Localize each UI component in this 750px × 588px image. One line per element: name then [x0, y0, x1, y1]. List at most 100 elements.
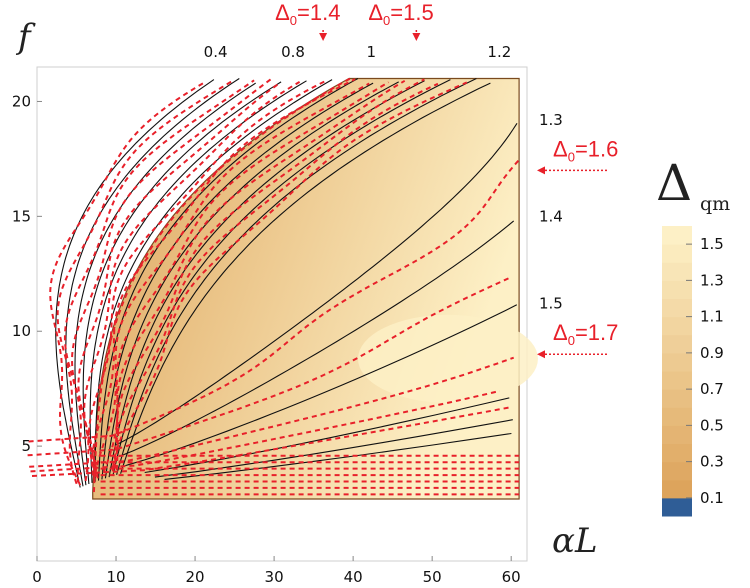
- annotation-value: =1.5: [390, 0, 433, 25]
- annotation-value: =1.4: [297, 0, 340, 25]
- annotation-text: Δ0=1.7: [553, 320, 618, 348]
- annotation-arrow-head: [319, 33, 328, 41]
- solid-saddle-4: [144, 397, 510, 474]
- colorbar-step-6: [662, 407, 692, 426]
- plot-frame-group: [36, 66, 528, 562]
- dashed-boundary: [92, 77, 351, 493]
- solid-saddle-5: [154, 419, 513, 478]
- solid-contour-10: [108, 80, 425, 478]
- colorbar-labels: 1.5 1.3 1.1 0.9 0.7 0.5 0.3 0.1: [686, 235, 724, 507]
- colorbar-step-15: [662, 244, 692, 263]
- colorbar-step-7: [662, 389, 692, 408]
- dashed-contour-13: [114, 82, 439, 469]
- annotation-arrow-head: [537, 350, 545, 359]
- colorbar-subscript: qm: [700, 193, 730, 215]
- x-axis-label: αL: [552, 521, 598, 561]
- solid-saddle-2: [119, 220, 515, 458]
- right-contour-label-1.4: 1.4: [539, 207, 563, 225]
- colorbar-step-13: [662, 280, 692, 299]
- colorbar-step-10: [662, 334, 692, 354]
- dashed-saddle-3: [29, 356, 515, 468]
- annotation-subscript: 0: [568, 149, 575, 164]
- right-contour-label-1.3: 1.3: [539, 111, 563, 129]
- colorbar-step-5: [662, 425, 692, 444]
- top-contour-label-1: 1: [367, 43, 377, 61]
- dashed-contour-8: [91, 78, 356, 476]
- solid-contour-13: [120, 82, 491, 474]
- colorbar-step-14: [662, 262, 692, 281]
- annotation-delta0-1.6: Δ0=1.6: [537, 136, 618, 175]
- annotation-delta: Δ: [553, 320, 568, 345]
- colorbar-label-0.7: 0.7: [700, 380, 724, 398]
- annotation-value: =1.7: [575, 320, 618, 345]
- dashed-contour-layer: [27, 77, 520, 496]
- top-contour-label-0.8: 0.8: [281, 43, 305, 61]
- colorbar-step-12: [662, 298, 692, 318]
- colorbar-step-3: [662, 461, 692, 481]
- colorbar-step-8: [662, 371, 692, 390]
- colorbar-step-4: [662, 443, 692, 463]
- annotation-delta: Δ: [553, 136, 568, 161]
- x-tick-label-60: 60: [502, 568, 521, 586]
- plot-frame: [36, 66, 528, 562]
- y-axis-label: f: [15, 17, 36, 57]
- x-tick-label-40: 40: [344, 568, 363, 586]
- annotation-arrow-head: [537, 166, 545, 175]
- dashed-saddle-2: [27, 276, 512, 457]
- top-contour-label-0.4: 0.4: [204, 43, 228, 61]
- annotation-delta: Δ: [368, 0, 383, 25]
- solid-saddle-3: [125, 304, 518, 467]
- dashed-contour-12: [115, 78, 425, 471]
- colorbar: Δ qm 1.5 1.3 1.1 0.9 0.7 0.5 0.3 0.1: [656, 154, 730, 517]
- colorbar-label-0.1: 0.1: [700, 489, 724, 507]
- contour-fill-region: [92, 77, 520, 500]
- colorbar-label-1.1: 1.1: [700, 308, 724, 326]
- annotation-delta0-1.7: Δ0=1.7: [537, 320, 618, 359]
- annotation-value: =1.6: [575, 136, 618, 161]
- dashed-contour-3: [63, 79, 255, 483]
- colorbar-label-0.5: 0.5: [700, 416, 724, 434]
- x-tick-label-0: 0: [32, 568, 42, 586]
- colorbar-title: Δ: [656, 154, 692, 212]
- dashed-saddle-4: [30, 390, 501, 473]
- dashed-contour-14: [112, 81, 468, 468]
- annotation-delta0-1.5: Δ0=1.5: [368, 0, 434, 41]
- colorbar-step-16: [662, 226, 692, 245]
- annotation-delta0-1.4: Δ0=1.4: [275, 0, 340, 41]
- colorbar-step-1: [662, 497, 692, 517]
- dashed-contour-7: [87, 79, 327, 478]
- annotation-text: Δ0=1.4: [275, 0, 340, 28]
- x-tick-label-30: 30: [265, 568, 284, 586]
- dashed-contour-6: [83, 81, 301, 479]
- plateau-highlight: [357, 314, 538, 403]
- colorbar-steps: [662, 226, 692, 517]
- right-contour-label-1.5: 1.5: [539, 295, 563, 313]
- y-tick-label-15: 15: [12, 207, 31, 225]
- colorbar-step-2: [662, 479, 692, 499]
- x-tick-label-50: 50: [423, 568, 442, 586]
- solid-contour-9: [104, 81, 399, 479]
- annotation-subscript: 0: [568, 333, 575, 348]
- colorbar-label-0.3: 0.3: [700, 453, 724, 471]
- dashed-saddle-5: [31, 406, 512, 477]
- axis-tick-layer: [36, 100, 512, 561]
- delta0-annotations: Δ0=1.4 Δ0=1.5Δ0=1.6Δ0=1.7: [275, 0, 618, 359]
- colorbar-label-1.5: 1.5: [700, 235, 724, 253]
- annotation-subscript: 0: [290, 13, 297, 28]
- y-tick-label-20: 20: [12, 92, 31, 110]
- solid-saddle-6: [164, 432, 512, 480]
- solid-saddle-1: [115, 123, 518, 446]
- colorbar-step-9: [662, 352, 692, 372]
- dashed-saddle-1: [28, 159, 520, 443]
- annotation-arrow-head: [412, 33, 421, 41]
- solid-contour-6: [94, 79, 333, 482]
- dashed-contour-9: [94, 82, 370, 475]
- colorbar-label-1.3: 1.3: [700, 271, 724, 289]
- colorbar-step-11: [662, 316, 692, 336]
- y-tick-label-10: 10: [12, 322, 31, 340]
- x-tick-label-20: 20: [186, 568, 205, 586]
- solid-contour-1: [55, 79, 215, 488]
- solid-contour-8: [101, 82, 374, 480]
- annotation-text: Δ0=1.6: [553, 136, 618, 164]
